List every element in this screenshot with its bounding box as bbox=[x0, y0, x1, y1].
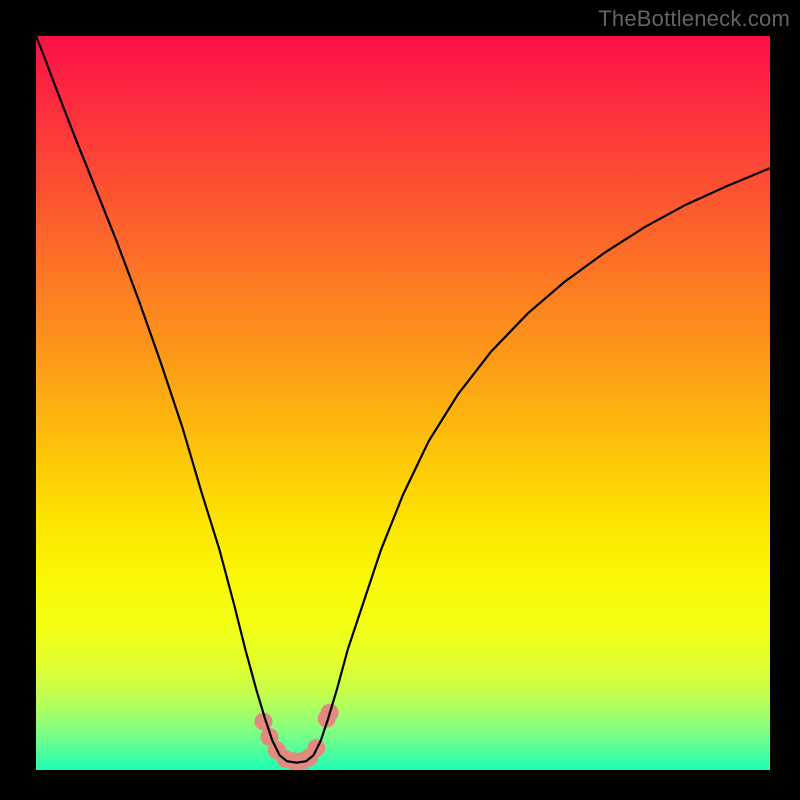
plot-area bbox=[36, 36, 770, 770]
chart-stage: TheBottleneck.com bbox=[0, 0, 800, 800]
watermark-text: TheBottleneck.com bbox=[598, 6, 790, 32]
curve-svg bbox=[36, 36, 770, 770]
bottleneck-curve bbox=[36, 36, 770, 763]
